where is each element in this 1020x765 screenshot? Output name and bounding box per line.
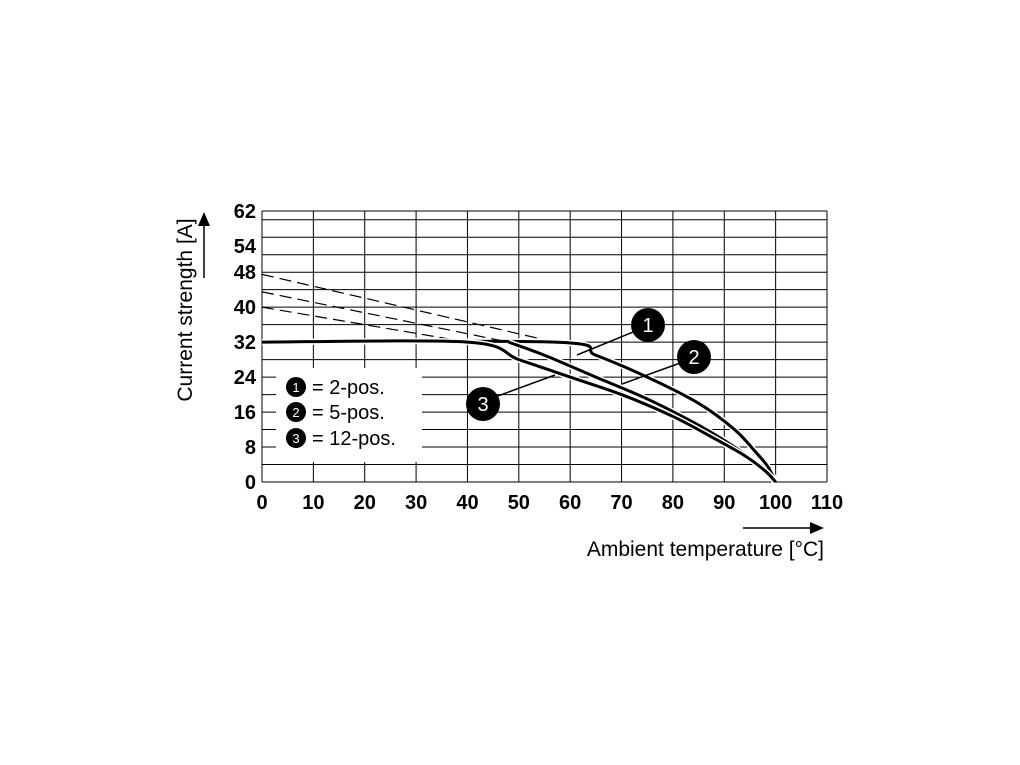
- y-tick-label: 62: [234, 201, 256, 223]
- legend-item-3: 3 = 12-pos.: [286, 428, 396, 450]
- legend-text-1: = 2-pos.: [312, 377, 385, 399]
- y-tick-label: 40: [234, 297, 256, 319]
- callout-label-2: 2: [688, 347, 699, 369]
- legend: 1 = 2-pos. 2 = 5-pos. 3 = 12-pos.: [276, 368, 422, 462]
- callout-badge-1: 1: [631, 308, 665, 342]
- legend-badge-label-3: 3: [292, 431, 299, 446]
- legend-badge-label-2: 2: [292, 405, 299, 420]
- y-axis-ticks: 0 8 16 24 32 40 48 54 62: [234, 201, 257, 494]
- callout-badge-3: 3: [466, 387, 500, 421]
- legend-badge-label-1: 1: [292, 380, 299, 395]
- x-axis-ticks: 0 10 20 30 40 50 60 70 80 90 100 110: [256, 492, 843, 514]
- x-tick-label: 70: [610, 492, 632, 514]
- x-tick-label: 10: [302, 492, 324, 514]
- x-axis-arrow-head: [810, 522, 824, 534]
- series-group: [261, 273, 779, 485]
- y-tick-label: 0: [245, 472, 256, 494]
- y-axis-title-group: Current strength [A]: [174, 212, 210, 402]
- legend-text-3: = 12-pos.: [312, 428, 396, 450]
- y-axis-title: Current strength [A]: [174, 218, 197, 401]
- series-2-dashed-line: [261, 291, 509, 343]
- y-tick-label: 24: [234, 367, 257, 389]
- y-tick-label: 32: [234, 332, 256, 354]
- series-3-line: [261, 339, 777, 484]
- x-tick-label: 80: [662, 492, 684, 514]
- callout-leader-1: [576, 329, 639, 356]
- legend-text-2: = 5-pos.: [312, 402, 385, 424]
- y-tick-label: 54: [234, 236, 257, 258]
- x-tick-label: 20: [354, 492, 376, 514]
- callout-label-3: 3: [477, 394, 488, 416]
- callout-badge-2: 2: [677, 340, 711, 374]
- x-tick-label: 50: [508, 492, 530, 514]
- x-tick-label: 100: [759, 492, 792, 514]
- callout-leader-3: [494, 374, 556, 398]
- callout-leader-2: [621, 361, 684, 385]
- x-tick-label: 30: [405, 492, 427, 514]
- x-tick-label: 60: [559, 492, 581, 514]
- y-tick-label: 8: [245, 437, 256, 459]
- x-axis-title-group: Ambient temperature [°C]: [587, 522, 824, 561]
- y-tick-label: 16: [234, 402, 256, 424]
- y-tick-label: 48: [234, 262, 256, 284]
- x-axis-title: Ambient temperature [°C]: [587, 538, 824, 561]
- series-1-dashed-line: [261, 273, 555, 343]
- legend-item-1: 1 = 2-pos.: [286, 377, 385, 399]
- x-tick-label: 90: [713, 492, 735, 514]
- callout-label-1: 1: [642, 315, 653, 337]
- x-tick-label: 110: [811, 492, 843, 514]
- grid: [261, 210, 828, 483]
- series-3-dashed-line: [261, 306, 468, 343]
- legend-item-2: 2 = 5-pos.: [286, 402, 385, 424]
- x-tick-label: 0: [256, 492, 267, 514]
- y-axis-arrow-head: [198, 212, 210, 226]
- callout-group: 1 2 3: [466, 308, 711, 421]
- x-tick-label: 40: [456, 492, 478, 514]
